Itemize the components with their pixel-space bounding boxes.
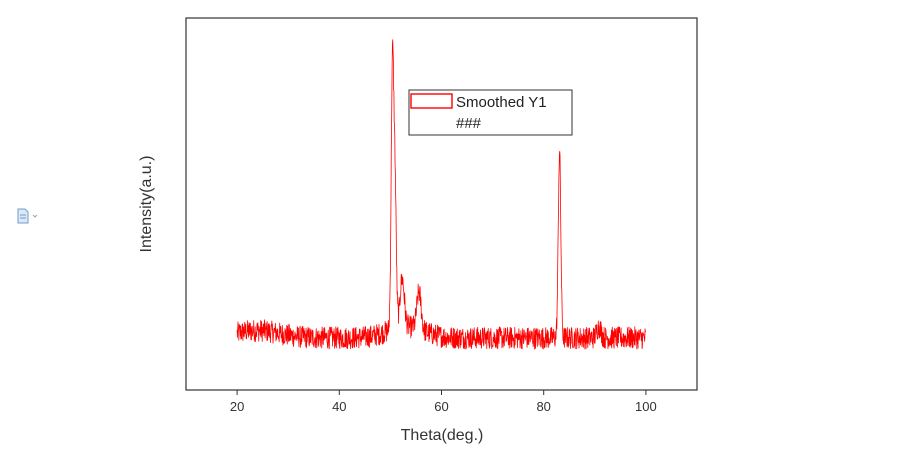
legend: Smoothed Y1 ### xyxy=(408,89,573,136)
legend-entry-2: ### xyxy=(456,115,482,132)
x-tick-label: 100 xyxy=(635,399,657,414)
series-line-smoothed-y1 xyxy=(236,39,647,350)
legend-swatch xyxy=(410,93,453,109)
legend-box xyxy=(408,89,573,136)
x-tick-label: 20 xyxy=(230,399,244,414)
x-tick-label: 40 xyxy=(332,399,346,414)
legend-entry-1: Smoothed Y1 xyxy=(456,94,547,111)
x-axis-label: Theta(deg.) xyxy=(401,427,484,444)
x-tick-label: 60 xyxy=(434,399,448,414)
x-axis-ticks: 20 40 60 80 100 xyxy=(230,390,657,414)
document-icon[interactable] xyxy=(16,208,42,224)
y-axis-label: Intensity(a.u.) xyxy=(138,156,155,253)
x-tick-label: 80 xyxy=(536,399,550,414)
